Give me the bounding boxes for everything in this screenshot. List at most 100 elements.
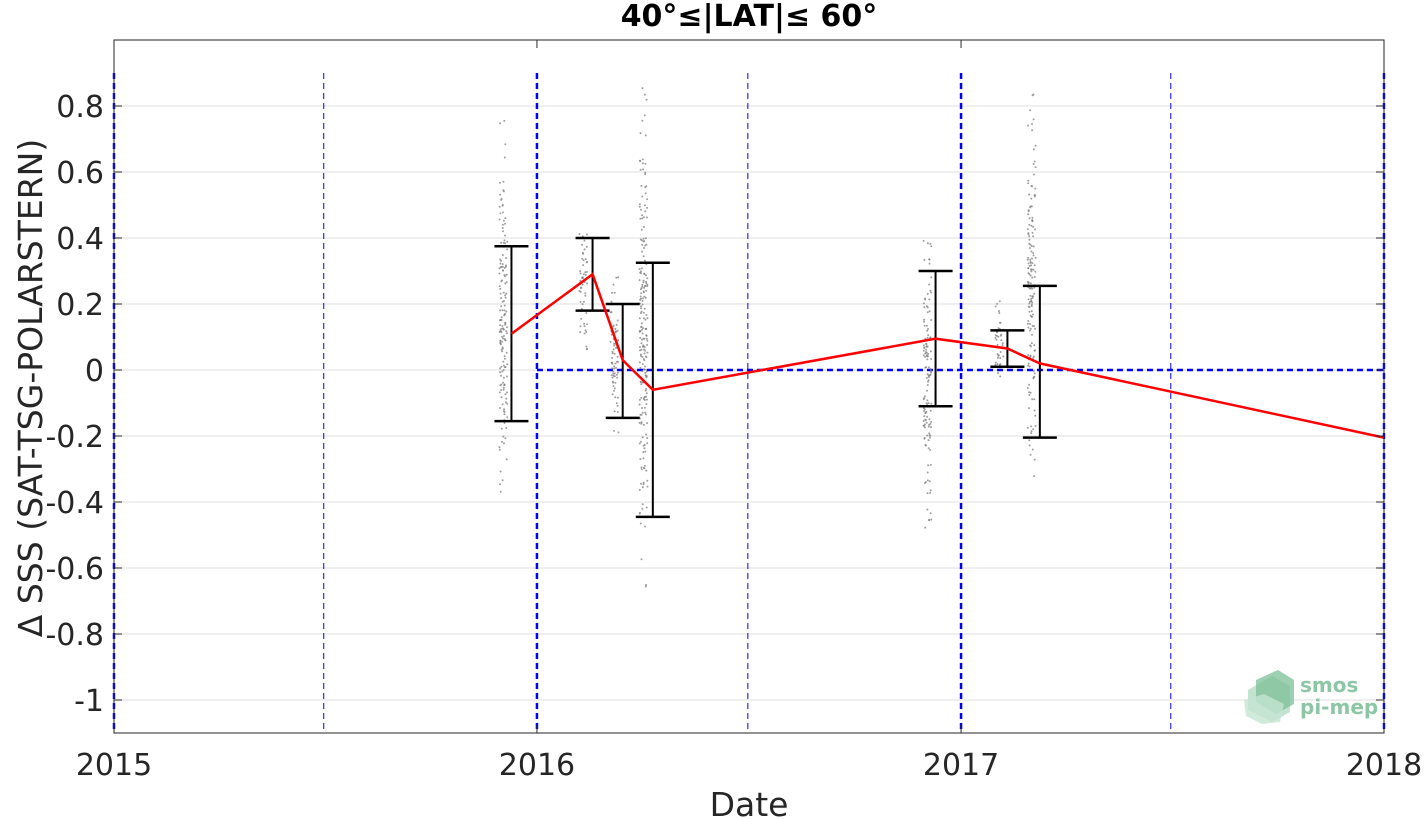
scatter-point (922, 424, 925, 427)
scatter-point (925, 345, 928, 348)
scatter-point (646, 398, 648, 401)
scatter-point (646, 206, 649, 209)
scatter-point (929, 449, 932, 451)
scatter-point (926, 329, 929, 332)
scatter-point (640, 440, 642, 443)
scatter-point (505, 397, 508, 400)
scatter-point (584, 329, 587, 332)
scatter-point (645, 185, 648, 188)
scatter-point (1030, 205, 1033, 208)
scatter-point (1031, 448, 1034, 451)
scatter-point (929, 409, 932, 412)
scatter-point (643, 286, 646, 289)
scatter-point (503, 408, 506, 411)
scatter-point (1031, 313, 1034, 316)
scatter-point (998, 310, 1000, 312)
scatter-point (926, 492, 929, 495)
scatter-point (927, 366, 930, 369)
scatter-point (640, 228, 643, 231)
scatter-point (1034, 166, 1037, 169)
plot-area (114, 40, 1384, 733)
scatter-point (997, 335, 1000, 338)
scatter-point (1028, 365, 1031, 368)
scatter-point (644, 296, 647, 299)
scatter-point (930, 276, 933, 279)
scatter-point (640, 322, 643, 325)
scatter-point (613, 429, 615, 432)
scatter-point (1027, 267, 1030, 270)
scatter-point (644, 349, 647, 352)
scatter-point (999, 357, 1002, 359)
scatter-point (504, 282, 507, 285)
scatter-point (645, 469, 648, 472)
scatter-point (582, 264, 585, 267)
scatter-point (502, 360, 505, 363)
scatter-point (642, 297, 644, 300)
scatter-point (639, 346, 641, 348)
scatter-point (639, 522, 642, 525)
scatter-point (501, 340, 504, 343)
scatter-point (1033, 194, 1036, 196)
scatter-point (615, 323, 618, 326)
scatter-point (501, 403, 504, 406)
logo-text-smos: smos (1300, 673, 1358, 697)
scatter-point (922, 302, 925, 305)
scatter-point (929, 242, 932, 245)
scatter-point (579, 290, 582, 293)
scatter-point (639, 168, 642, 171)
scatter-point (503, 313, 506, 316)
scatter-point (1029, 453, 1032, 456)
scatter-point (1032, 252, 1035, 254)
scatter-point (928, 262, 931, 265)
scatter-point (612, 381, 615, 384)
scatter-point (926, 479, 929, 482)
scatter-point (923, 437, 926, 440)
scatter-point (1031, 333, 1033, 336)
scatter-point (584, 292, 587, 295)
scatter-point (498, 272, 501, 275)
scatter-point (926, 434, 929, 437)
scatter-point (614, 396, 617, 399)
scatter-point (641, 436, 644, 439)
scatter-point (643, 368, 645, 371)
scatter-point (927, 439, 930, 442)
scatter-point (996, 343, 999, 346)
scatter-point (585, 345, 588, 348)
scatter-point (923, 415, 926, 418)
scatter-point (642, 451, 645, 453)
scatter-point (1026, 258, 1029, 261)
scatter-point (611, 352, 614, 355)
scatter-point (641, 162, 644, 165)
scatter-point (644, 284, 647, 287)
scatter-point (612, 283, 615, 286)
scatter-point (499, 483, 501, 486)
scatter-point (613, 410, 616, 413)
scatter-point (643, 114, 646, 117)
scatter-point (1028, 394, 1031, 396)
scatter-point (615, 402, 618, 405)
y-tick-label: -0.4 (45, 486, 104, 521)
scatter-point (638, 317, 641, 320)
scatter-point (1033, 398, 1036, 401)
scatter-point (1031, 257, 1033, 260)
scatter-point (1029, 287, 1032, 290)
scatter-point (645, 337, 648, 340)
scatter-point (644, 365, 647, 368)
scatter-point (646, 479, 649, 482)
scatter-point (500, 265, 503, 268)
scatter-point (613, 367, 616, 370)
scatter-point (645, 403, 648, 406)
scatter-point (584, 258, 587, 261)
scatter-point (927, 464, 930, 467)
scatter-point (1027, 179, 1030, 182)
scatter-point (615, 360, 618, 363)
scatter-point (639, 312, 642, 315)
scatter-point (610, 300, 613, 303)
scatter-point (505, 427, 508, 429)
y-tick-labels: 0.8 0.6 0.4 0.2 0 -0.2 -0.4 -0.6 -0.8 -1 (45, 90, 104, 719)
x-tick-labels: 2015 2016 2017 2018 (76, 748, 1422, 783)
scatter-point (1030, 305, 1033, 308)
scatter-point (503, 366, 506, 369)
scatter-point (1030, 197, 1033, 200)
scatter-point (926, 415, 929, 418)
